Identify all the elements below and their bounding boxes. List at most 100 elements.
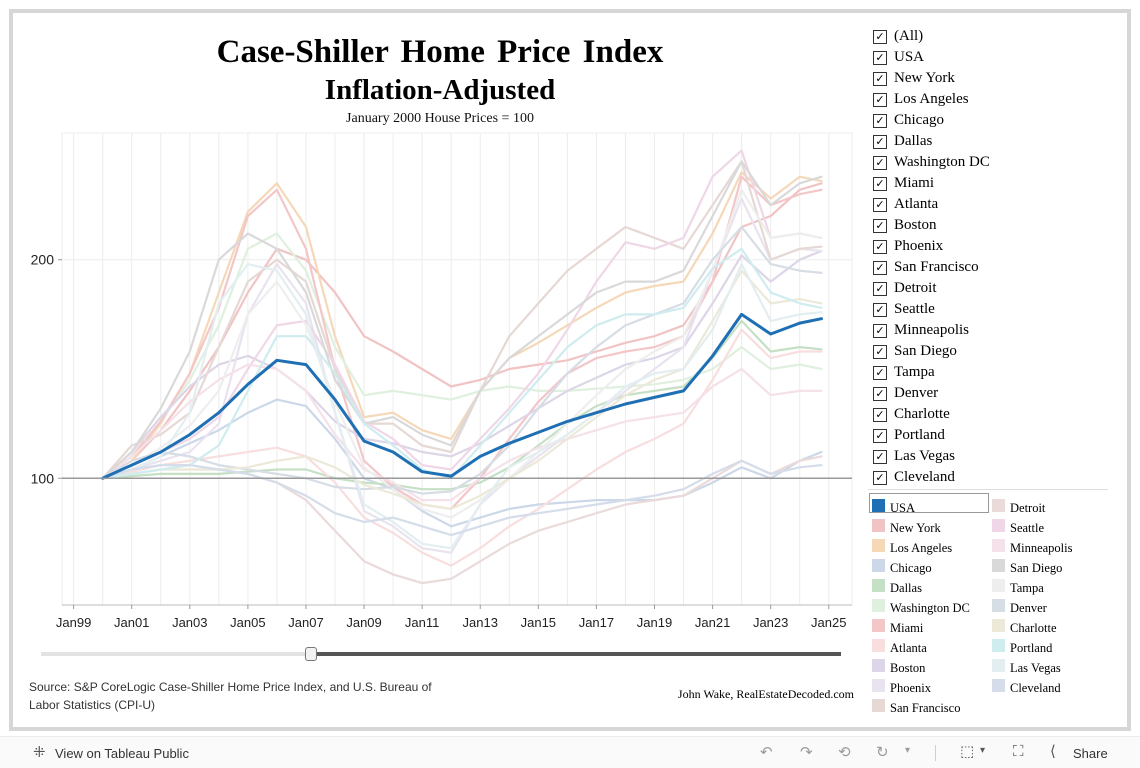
checkbox-checked-icon[interactable]: ✓ xyxy=(873,260,887,275)
checkbox-checked-icon[interactable]: ✓ xyxy=(873,176,887,191)
checkbox-checked-icon[interactable]: ✓ xyxy=(873,365,887,380)
filter-item[interactable]: ✓ Las Vegas xyxy=(873,446,1113,467)
legend-item[interactable]: Seattle xyxy=(992,516,1112,536)
legend-item[interactable]: San Diego xyxy=(992,556,1112,576)
filter-item[interactable]: ✓ Chicago xyxy=(873,110,1113,131)
download-chevron-icon[interactable]: ▾ xyxy=(980,745,986,756)
legend-item[interactable]: USA xyxy=(872,496,992,516)
legend-item[interactable]: Los Angeles xyxy=(872,536,992,556)
filter-item-label: (All) xyxy=(894,28,924,44)
toolbar-divider xyxy=(935,745,936,761)
checkbox-checked-icon[interactable]: ✓ xyxy=(873,134,887,149)
checkbox-checked-icon[interactable]: ✓ xyxy=(873,281,887,296)
filter-item[interactable]: ✓ Seattle xyxy=(873,299,1113,320)
legend-item[interactable]: Chicago xyxy=(872,556,992,576)
series-line xyxy=(101,247,823,480)
legend-item[interactable]: New York xyxy=(872,516,992,536)
checkbox-checked-icon[interactable]: ✓ xyxy=(873,470,887,485)
refresh-icon[interactable]: ↻ xyxy=(876,743,889,761)
filter-item[interactable]: ✓ Phoenix xyxy=(873,236,1113,257)
revert-icon[interactable]: ⟲ xyxy=(838,743,851,761)
date-slider-range[interactable] xyxy=(311,652,841,656)
legend-item[interactable]: Tampa xyxy=(992,576,1112,596)
legend-item[interactable]: Dallas xyxy=(872,576,992,596)
legend-item[interactable]: Boston xyxy=(872,656,992,676)
legend-item[interactable]: Denver xyxy=(992,596,1112,616)
filter-item[interactable]: ✓ (All) xyxy=(873,26,1113,47)
filter-item[interactable]: ✓ San Diego xyxy=(873,341,1113,362)
checkbox-checked-icon[interactable]: ✓ xyxy=(873,302,887,317)
legend-item[interactable]: Phoenix xyxy=(872,676,992,696)
legend-item[interactable]: Portland xyxy=(992,636,1112,656)
filter-item[interactable]: ✓ Tampa xyxy=(873,362,1113,383)
legend-item[interactable]: Detroit xyxy=(992,496,1112,516)
checkbox-checked-icon[interactable]: ✓ xyxy=(873,407,887,422)
legend-label: Phoenix xyxy=(890,681,931,695)
legend-item[interactable]: Miami xyxy=(872,616,992,636)
filter-item[interactable]: ✓ Denver xyxy=(873,383,1113,404)
filter-item-label: Chicago xyxy=(894,112,944,128)
legend-item[interactable]: Washington DC xyxy=(872,596,992,616)
filter-item[interactable]: ✓ Los Angeles xyxy=(873,89,1113,110)
line-chart[interactable]: Jan99 Jan01 Jan03 Jan05 Jan07 Jan09 Jan11 Jan13… xyxy=(0,0,860,640)
filter-item[interactable]: ✓ Portland xyxy=(873,425,1113,446)
chevron-down-icon[interactable]: ▾ xyxy=(905,745,911,756)
filter-item[interactable]: ✓ Detroit xyxy=(873,278,1113,299)
fullscreen-icon[interactable]: ⛶ xyxy=(1013,742,1024,760)
checkbox-checked-icon[interactable]: ✓ xyxy=(873,239,887,254)
checkbox-checked-icon[interactable]: ✓ xyxy=(873,155,887,170)
legend-item[interactable]: Cleveland xyxy=(992,676,1112,696)
filter-item[interactable]: ✓ USA xyxy=(873,47,1113,68)
filter-item[interactable]: ✓ Minneapolis xyxy=(873,320,1113,341)
legend-divider xyxy=(868,489,1108,490)
share-icon[interactable]: ⟨ xyxy=(1050,742,1056,760)
legend-item[interactable]: Charlotte xyxy=(992,616,1112,636)
redo-icon[interactable]: ↷ xyxy=(800,743,813,761)
filter-item[interactable]: ✓ Atlanta xyxy=(873,194,1113,215)
share-button[interactable]: Share xyxy=(1073,746,1108,761)
checkbox-checked-icon[interactable]: ✓ xyxy=(873,92,887,107)
checkbox-checked-icon[interactable]: ✓ xyxy=(873,29,887,44)
city-filter[interactable]: ✓ (All) ✓ USA ✓ New York ✓ Los Angeles ✓ Chicago ✓… xyxy=(873,26,1113,488)
legend-label: Boston xyxy=(890,661,926,675)
legend-label: Las Vegas xyxy=(1010,661,1061,675)
legend-swatch xyxy=(992,579,1005,592)
legend-swatch xyxy=(872,639,885,652)
legend-label: San Diego xyxy=(1010,561,1063,575)
undo-icon[interactable]: ↶ xyxy=(760,743,773,761)
checkbox-checked-icon[interactable]: ✓ xyxy=(873,344,887,359)
checkbox-checked-icon[interactable]: ✓ xyxy=(873,386,887,401)
x-tick-label: Jan19 xyxy=(637,615,672,630)
checkbox-checked-icon[interactable]: ✓ xyxy=(873,323,887,338)
checkbox-checked-icon[interactable]: ✓ xyxy=(873,218,887,233)
legend-item[interactable]: Minneapolis xyxy=(992,536,1112,556)
legend-item[interactable]: San Francisco xyxy=(872,696,992,716)
checkbox-checked-icon[interactable]: ✓ xyxy=(873,113,887,128)
checkbox-checked-icon[interactable]: ✓ xyxy=(873,449,887,464)
view-on-tableau-link[interactable]: View on Tableau Public xyxy=(55,746,189,761)
x-tick-label: Jan03 xyxy=(172,615,207,630)
filter-item[interactable]: ✓ New York xyxy=(873,68,1113,89)
filter-item-label: Denver xyxy=(894,385,939,401)
filter-item[interactable]: ✓ Cleveland xyxy=(873,467,1113,488)
chart-note: January 2000 House Prices = 100 xyxy=(346,111,534,126)
date-slider-handle[interactable] xyxy=(305,647,317,661)
filter-item[interactable]: ✓ San Francisco xyxy=(873,257,1113,278)
checkbox-checked-icon[interactable]: ✓ xyxy=(873,50,887,65)
legend-label: Minneapolis xyxy=(1010,541,1073,555)
filter-item[interactable]: ✓ Miami xyxy=(873,173,1113,194)
legend-item[interactable]: Atlanta xyxy=(872,636,992,656)
checkbox-checked-icon[interactable]: ✓ xyxy=(873,197,887,212)
checkbox-checked-icon[interactable]: ✓ xyxy=(873,428,887,443)
legend-item[interactable]: Las Vegas xyxy=(992,656,1112,676)
download-icon[interactable]: ⬚ xyxy=(960,742,975,760)
author-credit: John Wake, RealEstateDecoded.com xyxy=(677,687,854,701)
filter-item[interactable]: ✓ Washington DC xyxy=(873,152,1113,173)
checkbox-checked-icon[interactable]: ✓ xyxy=(873,71,887,86)
series-line xyxy=(101,171,823,480)
filter-item[interactable]: ✓ Charlotte xyxy=(873,404,1113,425)
filter-item[interactable]: ✓ Boston xyxy=(873,215,1113,236)
legend-label: Detroit xyxy=(1010,501,1046,515)
filter-item[interactable]: ✓ Dallas xyxy=(873,131,1113,152)
legend-label: Portland xyxy=(1010,641,1053,655)
